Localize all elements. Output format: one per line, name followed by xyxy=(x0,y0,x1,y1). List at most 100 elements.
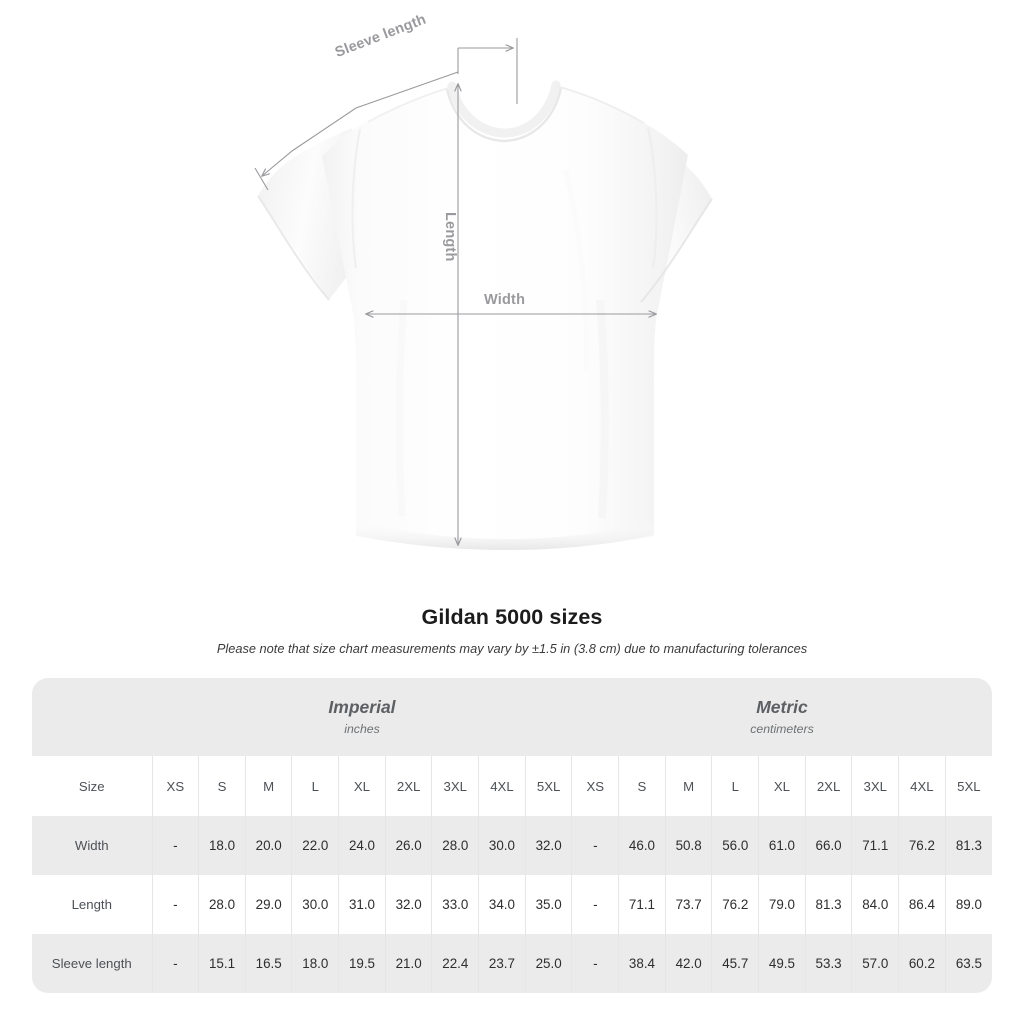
measurement-cell: 18.0 xyxy=(291,934,339,993)
measurement-cell: - xyxy=(151,816,199,875)
unit-sub-metric: centimeters xyxy=(750,721,814,736)
size-header-cell: XS xyxy=(571,756,619,816)
measurement-cell: - xyxy=(571,816,619,875)
measurement-cell: 31.0 xyxy=(338,875,386,934)
measurement-cell: 73.7 xyxy=(664,875,712,934)
measurement-cell: 71.1 xyxy=(618,875,666,934)
measurement-cell: 18.0 xyxy=(198,816,246,875)
measurement-cell: 26.0 xyxy=(384,816,432,875)
measurement-cell: - xyxy=(151,934,199,993)
shirt-body xyxy=(257,80,713,550)
measurement-cell: 24.0 xyxy=(338,816,386,875)
measurement-cell: 34.0 xyxy=(478,875,526,934)
size-header-cell: S xyxy=(198,756,246,816)
size-header-cell: 3XL xyxy=(431,756,479,816)
measurement-cell: 30.0 xyxy=(478,816,526,875)
measurement-cell: 28.0 xyxy=(431,816,479,875)
measurement-cell: 32.0 xyxy=(384,875,432,934)
measurement-arrows xyxy=(254,38,656,545)
measurement-cell: 66.0 xyxy=(804,816,852,875)
measurement-cell: 81.3 xyxy=(944,816,992,875)
unit-sub-imperial: inches xyxy=(344,721,380,736)
size-table-wrapper: Imperial inches Metric centimeters Size … xyxy=(32,678,992,993)
row-label: Sleeve length xyxy=(32,934,153,993)
measurement-cell: - xyxy=(151,875,199,934)
measurement-cell: 22.4 xyxy=(431,934,479,993)
size-header-cell: 5XL xyxy=(524,756,572,816)
size-header-cell: S xyxy=(618,756,666,816)
page-title: Gildan 5000 sizes xyxy=(421,605,603,629)
unit-cell-imperial: Imperial inches xyxy=(152,678,572,756)
sleeve-length-arrow xyxy=(262,71,459,176)
measurement-cell: 89.0 xyxy=(944,875,992,934)
measurement-cell: 81.3 xyxy=(804,875,852,934)
size-header-cell: 5XL xyxy=(944,756,992,816)
size-header-cell: 3XL xyxy=(851,756,899,816)
measurement-cell: 45.7 xyxy=(711,934,759,993)
measurement-cell: 20.0 xyxy=(244,816,292,875)
measurement-cell: 42.0 xyxy=(664,934,712,993)
measurement-cell: 49.5 xyxy=(758,934,806,993)
measurement-cell: 46.0 xyxy=(618,816,666,875)
sleeve-cuff-tick xyxy=(254,167,269,191)
size-header-cell: XS xyxy=(151,756,199,816)
size-header-cell: M xyxy=(244,756,292,816)
tolerance-note: Please note that size chart measurements… xyxy=(216,641,808,656)
measurement-cell: 23.7 xyxy=(478,934,526,993)
measurement-cell: 30.0 xyxy=(291,875,339,934)
measurement-cell: 25.0 xyxy=(524,934,572,993)
length-label: Length xyxy=(442,212,458,262)
unit-cell-metric: Metric centimeters xyxy=(571,678,992,756)
measurement-cell: 16.5 xyxy=(244,934,292,993)
row-label: Length xyxy=(32,875,153,934)
measurement-cell: 22.0 xyxy=(291,816,339,875)
measurement-cell: 29.0 xyxy=(244,875,292,934)
measurement-cell: 32.0 xyxy=(524,816,572,875)
measurement-cell: 35.0 xyxy=(524,875,572,934)
tshirt-diagram: Sleeve length Length Width xyxy=(254,12,713,550)
size-header-cell: 4XL xyxy=(478,756,526,816)
tshirt-illustration xyxy=(254,38,713,550)
measurement-cell: 21.0 xyxy=(384,934,432,993)
measurement-cell: - xyxy=(571,875,619,934)
size-header-cell: L xyxy=(711,756,759,816)
size-chart-table: Imperial inches Metric centimeters Size … xyxy=(32,678,992,993)
measurement-cell: 76.2 xyxy=(711,875,759,934)
measurement-cell: 38.4 xyxy=(618,934,666,993)
size-header-cell: M xyxy=(664,756,712,816)
size-header-cell: L xyxy=(291,756,339,816)
measurement-cell: 76.2 xyxy=(898,816,946,875)
row-label: Width xyxy=(32,816,153,875)
unit-header-row: Imperial inches Metric centimeters xyxy=(32,678,992,756)
unit-name-imperial: Imperial xyxy=(328,696,396,717)
measurement-cell: 60.2 xyxy=(898,934,946,993)
measurement-cell: 79.0 xyxy=(758,875,806,934)
measurement-cell: 19.5 xyxy=(338,934,386,993)
measurement-cell: 15.1 xyxy=(198,934,246,993)
measurement-cell: 33.0 xyxy=(431,875,479,934)
size-header-row: Size XS S M L XL 2XL 3XL 4XL 5XL XS S M L XL 2XL 3XL 4XL… xyxy=(32,756,992,816)
measurement-cell: 56.0 xyxy=(711,816,759,875)
unit-name-metric: Metric xyxy=(756,696,808,717)
measurement-cell: 50.8 xyxy=(664,816,712,875)
measurement-cell: 84.0 xyxy=(851,875,899,934)
measurement-cell: 57.0 xyxy=(851,934,899,993)
table-row: Width -18.0 20.0 22.0 24.0 26.0 28.0 30.0 32.0-4… xyxy=(32,816,992,875)
measurement-cell: 63.5 xyxy=(944,934,992,993)
table-row: Sleeve length -15.1 16.5 18.0 19.5 21.0 22.4 23… xyxy=(32,934,992,993)
measurement-cell: 71.1 xyxy=(851,816,899,875)
measurement-cell: - xyxy=(571,934,619,993)
size-header-cell: 2XL xyxy=(384,756,432,816)
unit-band-spacer xyxy=(32,678,153,756)
table-row: Length -28.0 29.0 30.0 31.0 32.0 33.0 34.0 35.0-… xyxy=(32,875,992,934)
size-header-cell: XL xyxy=(338,756,386,816)
size-header-cell: XL xyxy=(758,756,806,816)
size-header-cell: 4XL xyxy=(898,756,946,816)
size-header-label: Size xyxy=(32,756,153,816)
width-label: Width xyxy=(484,292,526,308)
measurement-cell: 28.0 xyxy=(198,875,246,934)
measurement-cell: 53.3 xyxy=(804,934,852,993)
size-header-cell: 2XL xyxy=(804,756,852,816)
measurement-cell: 61.0 xyxy=(758,816,806,875)
measurement-cell: 86.4 xyxy=(898,875,946,934)
